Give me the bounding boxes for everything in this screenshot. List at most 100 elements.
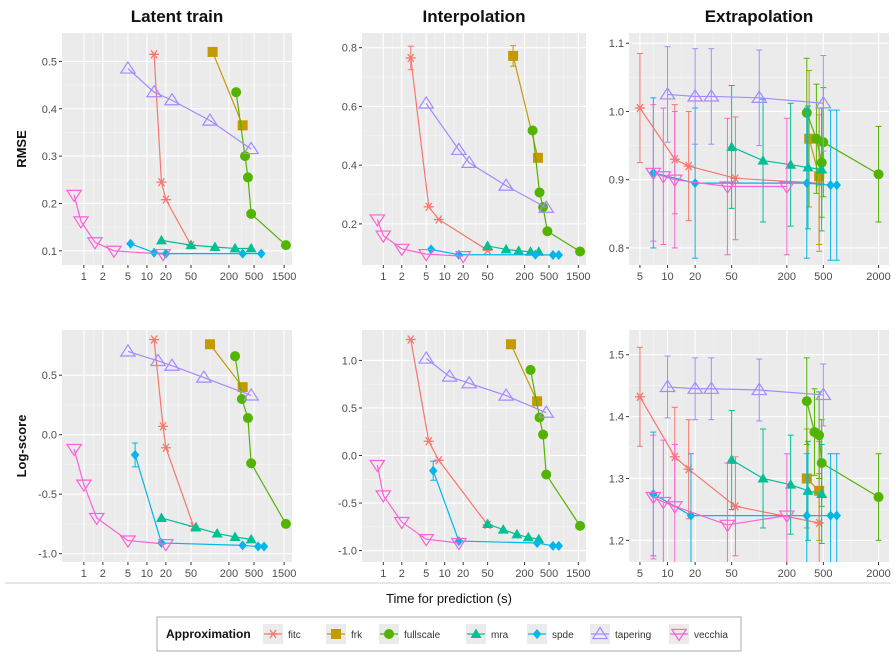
vecchia-point-4 [778, 510, 796, 524]
vecchia-point-0 [369, 214, 386, 228]
fullscale-point-3 [542, 226, 553, 237]
x-tick-label: 10 [439, 568, 451, 580]
legend: Approximation fitc frk fullscale mra spde tap… [156, 616, 742, 652]
panel-4: 1 2 5 10 20 50 200 500 1500 -1.0 -0.5 0.0 0.5 Log-sco… [14, 330, 296, 580]
x-tick-label: 1500 [566, 271, 590, 283]
spde-point-2 [802, 510, 812, 521]
y-tick-label: 1.0 [609, 106, 624, 118]
fullscale-point-3 [246, 208, 257, 219]
y-tick-label: 0.8 [609, 243, 624, 255]
tapering-point-3 [497, 178, 515, 191]
y-tick-label: 0.6 [342, 101, 357, 113]
x-tick-label: 200 [220, 568, 238, 580]
x-tick-label: 200 [778, 568, 796, 580]
tapering-point-4 [537, 405, 555, 418]
mra-point-0 [155, 234, 167, 245]
tapering-point-4 [815, 387, 832, 401]
fullscale-point-0 [231, 87, 242, 98]
y-tick-label: 0.1 [42, 246, 57, 258]
y-tick-label: 1.3 [609, 473, 624, 485]
fullscale-point-4 [873, 169, 884, 180]
mra-point-1 [190, 521, 202, 532]
x-tick-label: 200 [515, 271, 533, 283]
fullscale-point-1 [534, 187, 545, 198]
y-tick-label: 0.4 [42, 104, 57, 116]
vecchia-point-3 [719, 519, 736, 533]
legend-fullscale-point-0 [384, 629, 394, 639]
vecchia-point-3 [417, 534, 435, 547]
x-tick-label: 500 [540, 568, 558, 580]
fullscale-point-4 [280, 240, 291, 251]
tapering-point-0 [119, 343, 137, 357]
mra-point-0 [726, 454, 738, 464]
mra-point-3 [802, 161, 814, 172]
tapering-point-2 [163, 358, 181, 371]
tapering-point-2 [703, 381, 720, 394]
spde-point-1 [690, 178, 700, 189]
vecchia-point-4 [450, 537, 468, 551]
vecchia-point-1 [75, 479, 93, 493]
mra-point-2 [785, 479, 797, 489]
vecchia-point-1 [375, 490, 392, 504]
x-tick-label: 1 [380, 271, 386, 283]
vecchia-point-3 [119, 535, 137, 549]
tapering-point-0 [417, 350, 435, 364]
x-tick-label: 10 [439, 271, 451, 283]
series-frk [505, 339, 543, 407]
mra-point-3 [802, 485, 814, 495]
legend-item-fitc: fitc [263, 624, 301, 644]
x-tick-label: 50 [481, 568, 493, 580]
legend-label: fitc [288, 630, 301, 641]
tapering-point-1 [149, 353, 167, 367]
vecchia-point-3 [105, 245, 123, 259]
frk-point-1 [814, 171, 825, 182]
x-tick-label: 200 [220, 271, 238, 283]
frk-point-0 [204, 339, 215, 350]
series-vecchia [65, 189, 172, 262]
tapering-line [425, 103, 547, 209]
x-tick-label: 20 [457, 568, 469, 580]
vecchia-point-1 [72, 216, 90, 230]
x-tick-label: 20 [160, 568, 172, 580]
tapering-point-0 [659, 86, 676, 100]
fullscale-point-2 [814, 430, 825, 441]
vecchia-point-4 [157, 539, 175, 552]
panel-3: 5 10 20 50 200 500 2000 0.8 0.9 1.0 1.1 Extrapolati… [609, 7, 891, 283]
mra-point-4 [245, 242, 257, 253]
y-tick-label: 1.0 [342, 355, 357, 367]
y-tick-label: 0.5 [42, 56, 57, 68]
vecchia-point-2 [393, 243, 411, 257]
series-tapering [119, 60, 260, 155]
legend-box [156, 616, 742, 652]
fitc-line [153, 54, 192, 246]
x-tick-label: 500 [245, 271, 263, 283]
fullscale-point-1 [236, 394, 247, 405]
x-tick-label: 1 [380, 568, 386, 580]
tapering-point-3 [497, 388, 515, 401]
tapering-point-0 [659, 379, 676, 393]
y-tick-label: -1.0 [338, 546, 357, 558]
legend-item-tapering: tapering [590, 624, 651, 644]
spde-point-2 [802, 178, 812, 189]
spde-point-4 [554, 250, 564, 261]
x-tick-label: 20 [160, 271, 172, 283]
spde-point-0 [428, 465, 438, 476]
mra-point-4 [245, 533, 257, 544]
frk-point-0 [804, 133, 815, 144]
x-tick-label: 5 [125, 271, 131, 283]
x-tick-label: 1500 [272, 568, 296, 580]
fitc-point-2 [160, 195, 171, 205]
y-tick-label: 0.9 [609, 175, 624, 187]
fullscale-point-0 [525, 364, 536, 375]
series-mra [155, 512, 257, 544]
series-vecchia [369, 459, 468, 551]
panel-1: 1 2 5 10 20 50 200 500 1500 0.1 0.2 0.3 0.4 0.5 Latent… [14, 7, 296, 283]
x-tick-label: 500 [814, 271, 832, 283]
tapering-point-4 [242, 141, 260, 155]
mra-point-3 [229, 531, 241, 542]
spde-point-4 [832, 180, 841, 191]
fitc-point-2 [160, 443, 171, 453]
x-tick-label: 10 [661, 568, 673, 580]
frk-point-1 [532, 396, 543, 407]
